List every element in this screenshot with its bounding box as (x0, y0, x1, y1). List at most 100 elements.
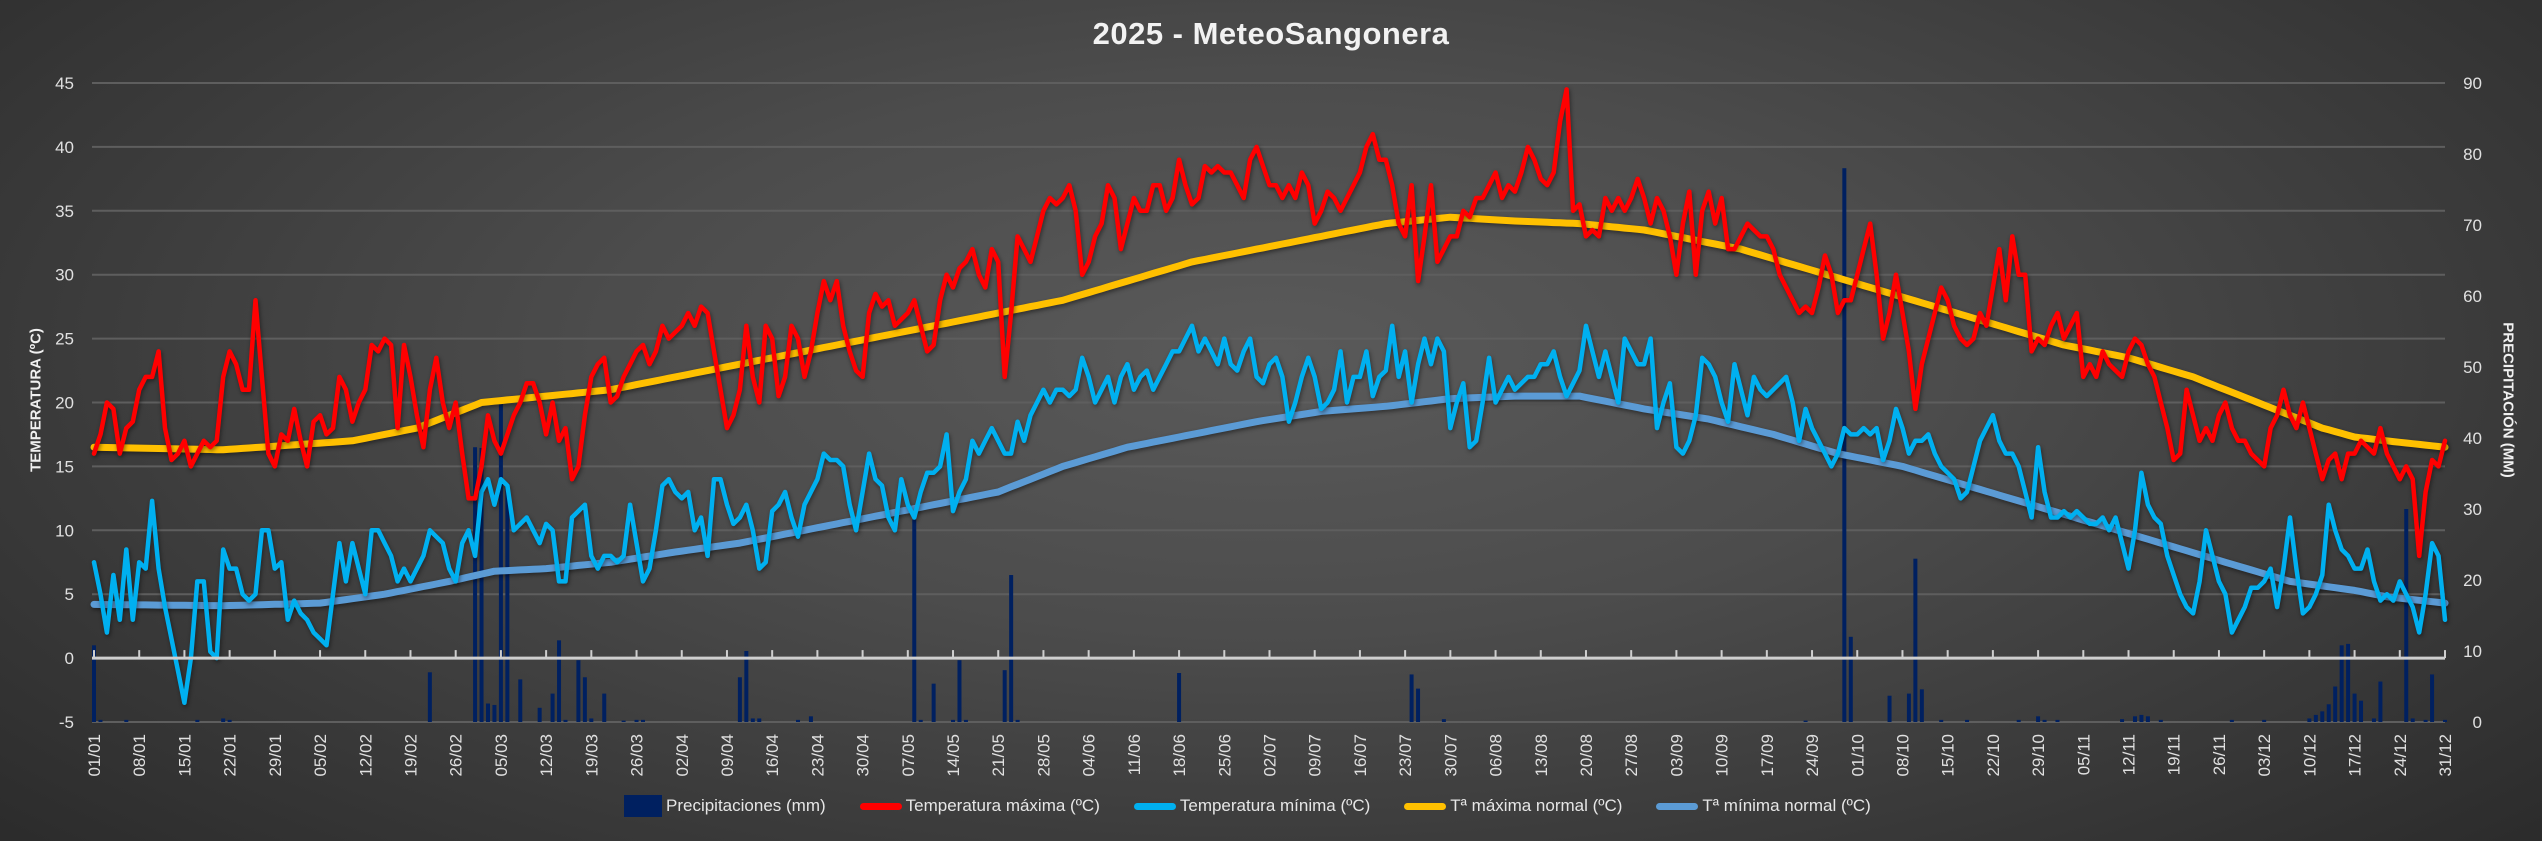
x-tick-label: 09/04 (718, 734, 737, 777)
x-tick-label: 07/05 (899, 734, 918, 777)
y-tick-label-left: 25 (55, 330, 74, 349)
precipitation-bar (1409, 674, 1414, 722)
precipitation-bar (2042, 719, 2047, 722)
precipitation-bar (576, 660, 581, 722)
precipitation-bar (2320, 711, 2325, 722)
precipitation-bar (550, 693, 555, 722)
x-tick-label: 19/02 (401, 734, 420, 777)
x-tick-label: 29/01 (266, 734, 285, 777)
precipitation-bar (2055, 719, 2060, 722)
precipitation-bar (1015, 719, 1020, 722)
precipitation-bar (634, 719, 639, 722)
y-tick-label-left: 15 (55, 457, 74, 476)
x-tick-label: 06/08 (1487, 734, 1506, 777)
precipitation-bar (1848, 636, 1853, 722)
y-tick-label-right: 50 (2463, 358, 2482, 377)
y-tick-label-right: 90 (2463, 74, 2482, 93)
precipitation-bar (92, 645, 96, 722)
legend-swatch-tmin-normal (1656, 802, 1699, 810)
precipitation-bar (2430, 674, 2435, 722)
precipitation-bar (427, 672, 432, 722)
x-tick-label: 05/02 (311, 734, 330, 777)
x-tick-label: 30/04 (854, 734, 873, 777)
x-tick-label: 10/12 (2300, 734, 2319, 777)
x-tick-label: 29/10 (2029, 734, 2048, 777)
precipitation-bar (2036, 716, 2041, 722)
precipitation-bar (2307, 718, 2312, 722)
x-tick-label: 12/02 (356, 734, 375, 777)
y-tick-label-right: 70 (2463, 216, 2482, 235)
precipitation-bar (602, 693, 607, 722)
x-tick-label: 15/10 (1939, 734, 1958, 777)
x-tick-label: 26/02 (447, 734, 466, 777)
precipitation-bar (963, 719, 968, 722)
y-tick-label-left: 35 (55, 202, 74, 221)
x-tick-label: 03/09 (1667, 734, 1686, 777)
x-tick-label: 08/10 (1893, 734, 1912, 777)
precipitation-bar (2371, 718, 2376, 722)
precipitation-bar (485, 703, 490, 722)
precipitation-bar (518, 679, 523, 722)
precipitation-bar (2378, 681, 2383, 722)
precipitation-bar (2120, 719, 2125, 722)
precipitation-bar (1009, 575, 1014, 722)
x-tick-label: 16/04 (763, 734, 782, 777)
legend-item-tmax-normal: Tª máxima normal (ºC) (1404, 796, 1622, 816)
x-tick-label: 31/12 (2436, 734, 2455, 777)
x-tick-label: 27/08 (1622, 734, 1641, 777)
precipitation-bar (227, 719, 232, 722)
y-tick-label-left: 20 (55, 394, 74, 413)
x-tick-label: 13/08 (1532, 734, 1551, 777)
precipitation-bar (2333, 686, 2338, 722)
y-tick-label-right: 40 (2463, 429, 2482, 448)
precipitation-bar (2404, 509, 2409, 722)
precipitation-bar (796, 719, 801, 722)
tmax-normal-line (90, 213, 2449, 454)
tmin-line (91, 323, 2448, 706)
precipitation-bar (492, 704, 497, 722)
precipitation-bar (1939, 719, 1944, 722)
precipitation-bar (951, 719, 956, 722)
gridlines (92, 82, 2445, 723)
x-tick-label: 16/07 (1351, 734, 1370, 777)
precipitation-bar (1803, 720, 1808, 722)
y-tick-label-right: 0 (2473, 713, 2482, 732)
x-tick-label: 11/06 (1125, 734, 1144, 775)
legend-item-tmin-normal: Tª mínima normal (ºC) (1656, 796, 1871, 816)
x-tick-label: 19/11 (2165, 734, 2184, 775)
tmax-line (91, 87, 2448, 559)
precipitation-bar (2139, 714, 2144, 722)
x-tick-label: 09/07 (1306, 734, 1325, 777)
precipitation-bar (621, 720, 626, 722)
precipitation-bar (557, 640, 562, 722)
legend-swatch-tmin (1133, 802, 1176, 810)
precipitation-bar (2346, 643, 2351, 722)
y-tick-label-right: 10 (2463, 642, 2482, 661)
x-tick-label: 22/01 (221, 734, 240, 777)
x-tick-label: 02/04 (673, 734, 692, 777)
legend-label: Precipitaciones (mm) (666, 796, 826, 815)
y-tick-label-left: 5 (65, 585, 74, 604)
precipitation-bar (1002, 670, 1007, 722)
y-tick-label-right: 20 (2463, 571, 2482, 590)
precipitation-bar (589, 718, 594, 722)
y-tick-label-left: 40 (55, 138, 74, 157)
y-tick-label-left: 10 (55, 521, 74, 540)
x-tick-label: 22/10 (1984, 734, 2003, 777)
precipitation-bar (221, 718, 226, 722)
y-tick-label-right: 60 (2463, 287, 2482, 306)
precipitation-bar (1842, 168, 1847, 722)
precipitation-bar (2352, 693, 2357, 722)
x-tick-label: 04/06 (1080, 734, 1099, 777)
legend-label: Tª mínima normal (ºC) (1702, 796, 1871, 815)
precipitation-bar (2410, 718, 2415, 722)
precipitation-bar (2423, 719, 2428, 722)
legend-item-tmax: Temperatura máxima (ºC) (859, 796, 1100, 816)
x-tick-label: 17/09 (1758, 734, 1777, 777)
y-tick-label-right: 30 (2463, 500, 2482, 519)
precipitation-bar (912, 519, 917, 722)
axes: -5 0 5 10 15 20 25 30 35 40 45 0 10 20 30 40 50 60 70 80 90 0… (55, 74, 2482, 777)
precipitation-bar (757, 718, 762, 722)
precipitation-bar (498, 402, 503, 722)
x-tick-label: 19/03 (582, 734, 601, 777)
